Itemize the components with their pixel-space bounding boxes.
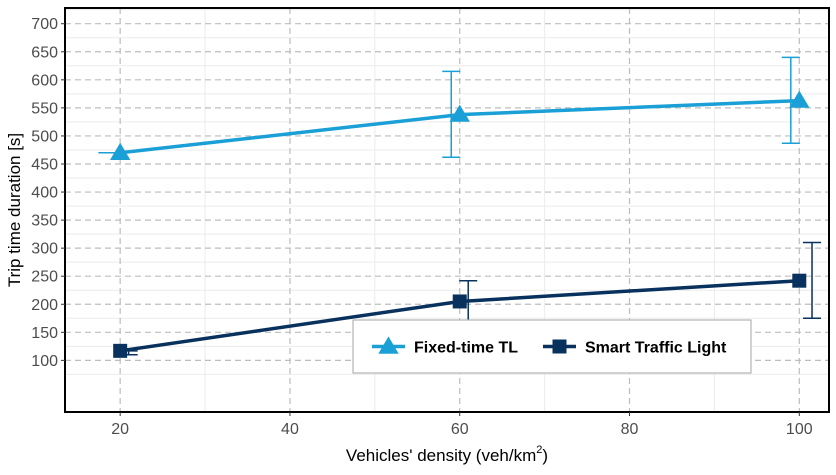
y-tick-label: 700 [31, 16, 58, 33]
legend-label-smart-traffic-light: Smart Traffic Light [585, 340, 727, 357]
y-tick-label: 250 [31, 269, 58, 286]
data-point-fixed-time-tl [449, 104, 470, 122]
y-tick-label: 150 [31, 325, 58, 342]
series-markers [109, 90, 810, 358]
y-tick-label: 400 [31, 185, 58, 202]
y-tick-label: 200 [31, 297, 58, 314]
x-tick-label: 20 [111, 421, 129, 438]
y-tick-label: 600 [31, 72, 58, 89]
data-point-smart-traffic-light [792, 273, 807, 288]
x-tick-label: 100 [786, 421, 813, 438]
y-tick-label: 500 [31, 128, 58, 145]
legend: Fixed-time TL Smart Traffic Light [352, 319, 752, 374]
x-tick-label: 60 [451, 421, 469, 438]
data-point-fixed-time-tl [109, 142, 131, 160]
x-tick-label: 40 [281, 421, 299, 438]
y-tick-label: 450 [31, 156, 58, 173]
x-tick-label: 80 [621, 421, 639, 438]
x-axis-title-superscript: 2 [536, 444, 542, 456]
x-axis-title-suffix: ) [542, 446, 548, 465]
data-point-smart-traffic-light [113, 343, 128, 358]
legend-label-fixed-time-tl: Fixed-time TL [414, 340, 518, 357]
y-tick-label: 350 [31, 213, 58, 230]
data-point-fixed-time-tl [789, 90, 810, 108]
x-axis-title: Vehicles' density (veh/km2) [346, 444, 548, 465]
y-tick-label: 100 [31, 353, 58, 370]
y-tick-label: 550 [31, 100, 58, 117]
legend-key-marker-smart-traffic-light [552, 339, 567, 354]
x-axis-title-main: Vehicles' density (veh/km [346, 446, 536, 465]
minor-gridlines [65, 8, 829, 412]
legend-key-marker-fixed-time-tl [378, 336, 399, 354]
y-tick-label: 650 [31, 44, 58, 61]
plot-panel-border [64, 7, 830, 413]
data-point-smart-traffic-light [452, 294, 467, 309]
y-axis-title: Trip time duration [s] [5, 133, 24, 287]
y-tick-label: 300 [31, 241, 58, 258]
x-axis-ticks: 20 40 60 80 100 [111, 412, 813, 438]
y-axis-ticks: 100 150 200 250 300 350 400 450 500 550 600 650 700 [31, 16, 65, 370]
